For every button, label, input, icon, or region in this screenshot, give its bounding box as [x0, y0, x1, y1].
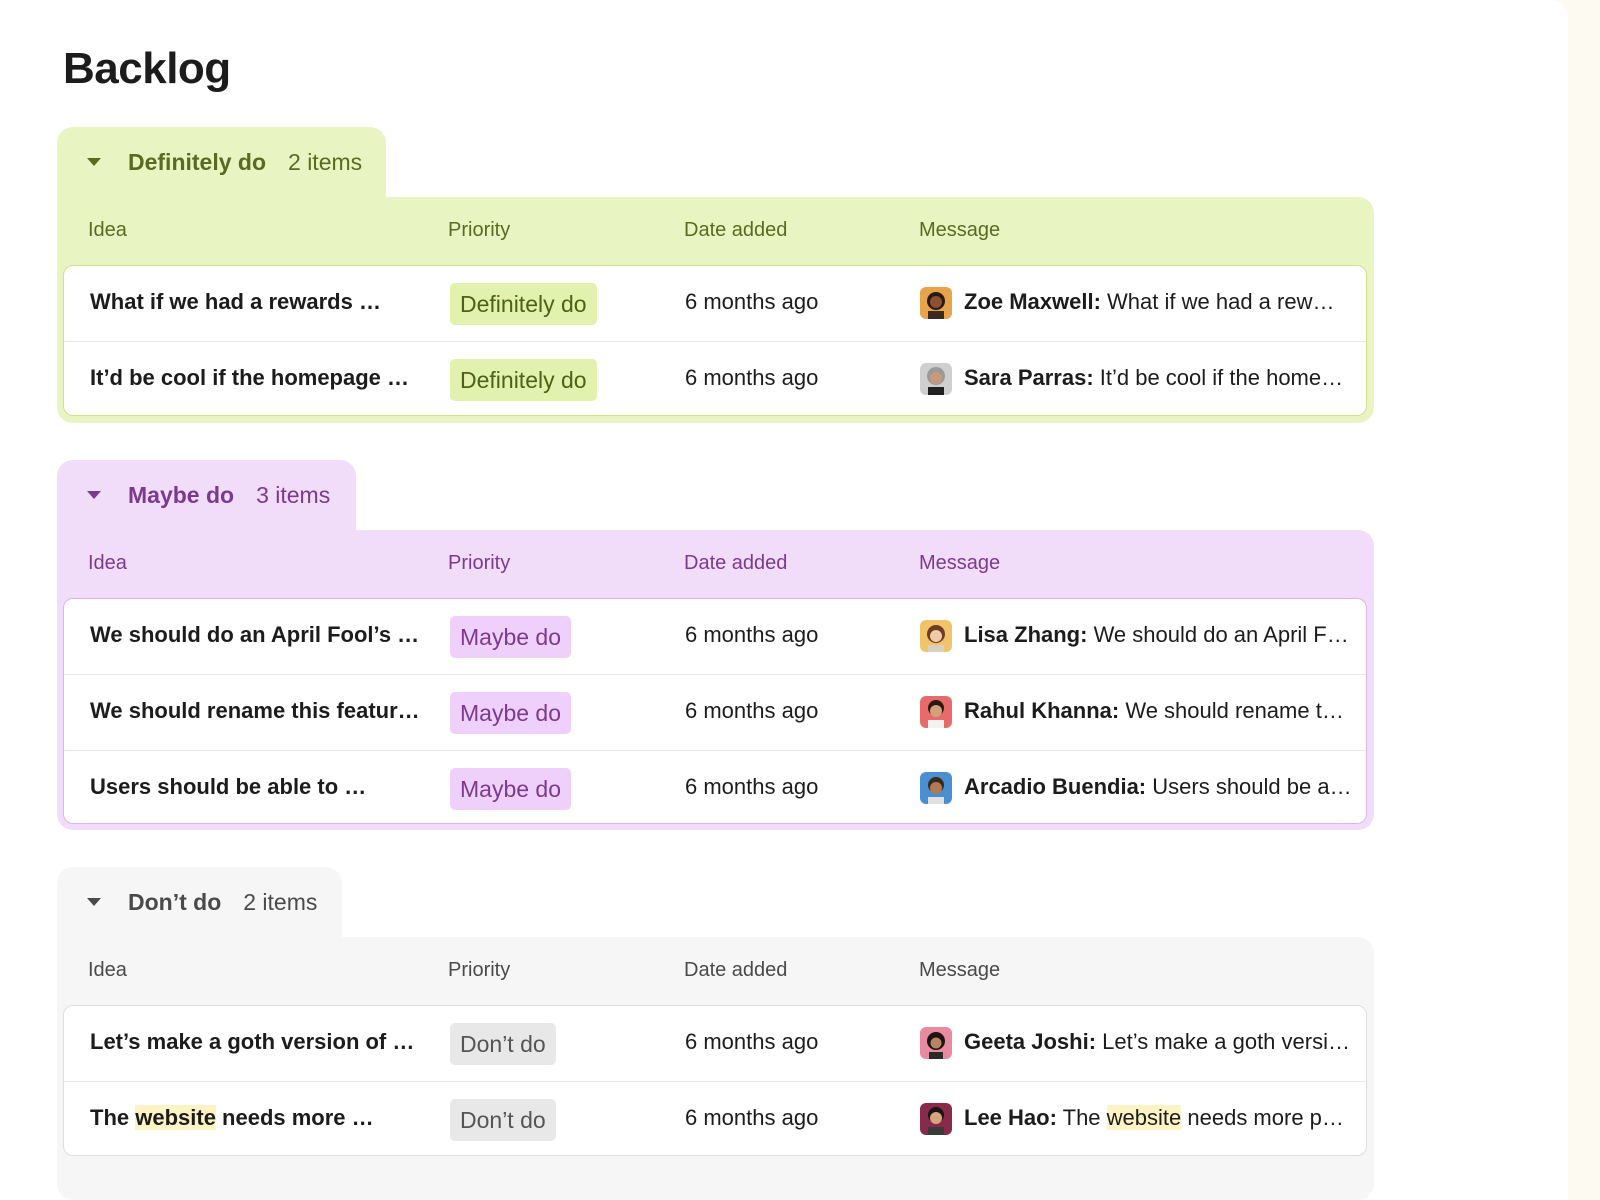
message-author: Arcadio Buendia:	[964, 774, 1147, 799]
message-cell[interactable]: Lee Hao: The website needs more p…	[964, 1105, 1344, 1131]
group-table: What if we had a rewards … Definitely do…	[63, 265, 1367, 416]
column-idea[interactable]: Idea	[88, 552, 127, 574]
idea-cell[interactable]: We should rename this featur…	[90, 698, 420, 723]
priority-badge[interactable]: Don’t do	[450, 1023, 556, 1065]
date-cell: 6 months ago	[685, 698, 819, 723]
idea-cell[interactable]: Users should be able to …	[90, 774, 367, 799]
column-message[interactable]: Message	[919, 552, 1001, 574]
column-idea[interactable]: Idea	[88, 959, 127, 981]
message-author: Zoe Maxwell:	[964, 289, 1101, 314]
column-headers: Idea Priority Date added Message	[57, 197, 1374, 265]
idea-cell[interactable]: What if we had a rewards …	[90, 289, 381, 314]
group-count: 3 items	[256, 482, 331, 508]
group-dont-do: Don’t do 2 items Idea Priority Date adde…	[57, 867, 1374, 1200]
priority-badge[interactable]: Maybe do	[450, 768, 572, 810]
column-message[interactable]: Message	[919, 959, 1001, 981]
message-author: Geeta Joshi:	[964, 1029, 1097, 1054]
caret-down-icon[interactable]	[87, 898, 101, 906]
message-author: Lee Hao:	[964, 1105, 1057, 1130]
table-row[interactable]: Users should be able to … Maybe do 6 mon…	[64, 750, 1366, 826]
priority-badge[interactable]: Definitely do	[450, 359, 597, 401]
idea-text: The	[90, 1105, 136, 1130]
avatar	[920, 287, 952, 319]
column-priority[interactable]: Priority	[448, 552, 511, 574]
column-priority[interactable]: Priority	[448, 219, 511, 241]
message-text: We should do an April F…	[1087, 622, 1349, 647]
priority-badge[interactable]: Maybe do	[450, 616, 572, 658]
date-cell: 6 months ago	[685, 622, 819, 647]
caret-down-icon[interactable]	[87, 158, 101, 166]
date-cell: 6 months ago	[685, 1029, 819, 1054]
message-text: needs more p…	[1181, 1105, 1344, 1130]
priority-badge[interactable]: Definitely do	[450, 283, 597, 325]
message-text: Let’s make a goth versi…	[1096, 1029, 1350, 1054]
message-text: It’d be cool if the home…	[1093, 365, 1344, 390]
page-title: Backlog	[63, 44, 231, 93]
message-text: What if we had a rew…	[1100, 289, 1335, 314]
avatar	[920, 1103, 952, 1135]
group-name: Maybe do	[128, 482, 235, 508]
priority-badge[interactable]: Don’t do	[450, 1099, 556, 1141]
group-maybe-do: Maybe do 3 items Idea Priority Date adde…	[57, 460, 1374, 830]
group-count: 2 items	[243, 889, 318, 915]
group-name: Don’t do	[128, 889, 222, 915]
message-text: Users should be a…	[1146, 774, 1352, 799]
column-headers: Idea Priority Date added Message	[57, 530, 1374, 598]
column-date-added[interactable]: Date added	[684, 552, 788, 574]
message-cell[interactable]: Arcadio Buendia: Users should be a…	[964, 774, 1352, 800]
column-priority[interactable]: Priority	[448, 959, 511, 981]
idea-cell[interactable]: It’d be cool if the homepage …	[90, 365, 410, 390]
date-cell: 6 months ago	[685, 365, 819, 390]
search-highlight: website	[135, 1105, 216, 1130]
message-author: Rahul Khanna:	[964, 698, 1120, 723]
group-table: Let’s make a goth version of … Don’t do …	[63, 1005, 1367, 1156]
message-author: Sara Parras:	[964, 365, 1094, 390]
group-name: Definitely do	[128, 149, 267, 175]
idea-cell[interactable]: The website needs more …	[90, 1105, 374, 1131]
column-date-added[interactable]: Date added	[684, 959, 788, 981]
priority-badge[interactable]: Maybe do	[450, 692, 572, 734]
idea-cell[interactable]: We should do an April Fool’s …	[90, 622, 420, 647]
column-message[interactable]: Message	[919, 219, 1001, 241]
avatar	[920, 772, 952, 804]
avatar	[920, 620, 952, 652]
idea-cell[interactable]: Let’s make a goth version of …	[90, 1029, 415, 1054]
search-highlight: website	[1106, 1105, 1182, 1130]
message-text: We should rename t…	[1119, 698, 1344, 723]
avatar	[920, 1027, 952, 1059]
table-row[interactable]: We should rename this featur… Maybe do 6…	[64, 674, 1366, 750]
table-row[interactable]: We should do an April Fool’s … Maybe do …	[64, 599, 1366, 674]
date-cell: 6 months ago	[685, 289, 819, 314]
column-date-added[interactable]: Date added	[684, 219, 788, 241]
group-panel: Idea Priority Date added Message We shou…	[57, 530, 1374, 830]
message-cell[interactable]: Geeta Joshi: Let’s make a goth versi…	[964, 1029, 1350, 1055]
message-cell[interactable]: Zoe Maxwell: What if we had a rew…	[964, 289, 1334, 315]
table-row[interactable]: What if we had a rewards … Definitely do…	[64, 266, 1366, 341]
message-text: The	[1056, 1105, 1107, 1130]
idea-text: needs more …	[215, 1105, 374, 1130]
date-cell: 6 months ago	[685, 1105, 819, 1130]
message-cell[interactable]: Rahul Khanna: We should rename t…	[964, 698, 1344, 724]
message-cell[interactable]: Lisa Zhang: We should do an April F…	[964, 622, 1349, 648]
group-panel: Idea Priority Date added Message Let’s m…	[57, 937, 1374, 1200]
date-cell: 6 months ago	[685, 774, 819, 799]
table-row[interactable]: The website needs more … Don’t do 6 mont…	[64, 1081, 1366, 1157]
table-row[interactable]: Let’s make a goth version of … Don’t do …	[64, 1006, 1366, 1081]
message-author: Lisa Zhang:	[964, 622, 1088, 647]
column-headers: Idea Priority Date added Message	[57, 937, 1374, 1005]
caret-down-icon[interactable]	[87, 491, 101, 499]
group-count: 2 items	[288, 149, 363, 175]
group-definitely-do: Definitely do 2 items Idea Priority Date…	[57, 127, 1374, 423]
avatar	[920, 696, 952, 728]
table-row[interactable]: It’d be cool if the homepage … Definitel…	[64, 341, 1366, 417]
avatar	[920, 363, 952, 395]
group-table: We should do an April Fool’s … Maybe do …	[63, 598, 1367, 824]
message-cell[interactable]: Sara Parras: It’d be cool if the home…	[964, 365, 1343, 391]
group-panel: Idea Priority Date added Message What if…	[57, 197, 1374, 423]
column-idea[interactable]: Idea	[88, 219, 127, 241]
